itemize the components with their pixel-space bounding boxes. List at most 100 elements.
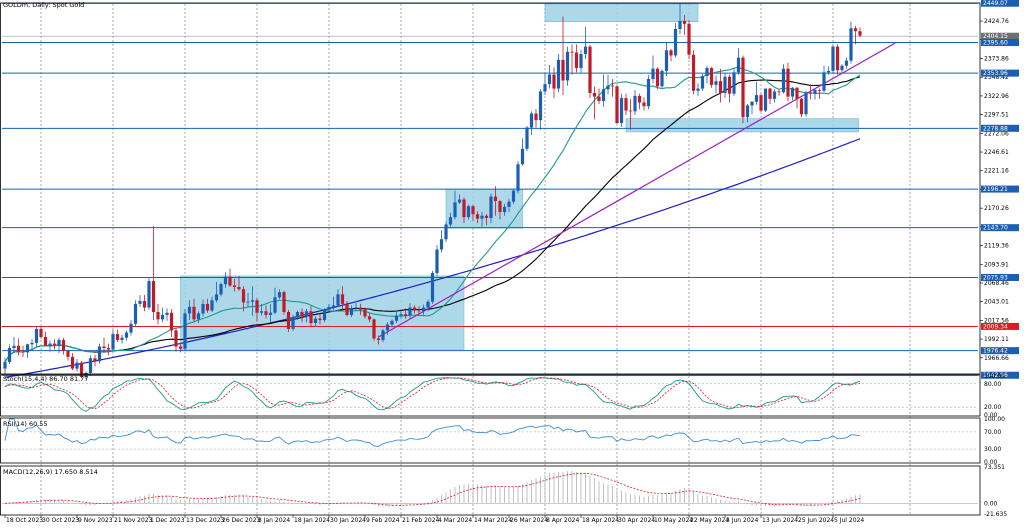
candle-body	[205, 303, 210, 311]
candle	[264, 305, 268, 319]
candle-body	[723, 76, 727, 93]
candle	[534, 109, 538, 128]
candle-body	[183, 313, 187, 349]
candle	[453, 190, 457, 220]
candle	[583, 26, 588, 60]
candle	[259, 303, 264, 316]
candle-body	[75, 362, 79, 369]
candle	[111, 329, 115, 352]
price-level-tag	[981, 224, 1019, 232]
candle-body	[678, 20, 682, 29]
candle	[718, 68, 723, 103]
candle-body	[529, 113, 534, 128]
candle	[606, 74, 610, 95]
candle	[268, 303, 273, 324]
candle-body	[790, 87, 795, 97]
candle-body	[543, 84, 547, 92]
candle-body	[295, 311, 300, 318]
price-level-label: 2395.60	[983, 40, 1008, 47]
candle	[538, 89, 543, 130]
candle	[799, 98, 804, 118]
date-tick-label: 8 Apr 2024	[546, 517, 579, 524]
candle	[601, 74, 606, 107]
candle-body	[174, 330, 178, 347]
candle	[561, 16, 565, 96]
candle-body	[786, 68, 790, 97]
candle	[358, 303, 363, 315]
candle	[520, 138, 525, 166]
candle	[313, 316, 318, 327]
candle-body	[633, 95, 637, 112]
candle-body	[673, 28, 678, 56]
candle-body	[241, 289, 246, 303]
candle-body	[732, 72, 736, 94]
candle-body	[565, 51, 570, 81]
candle	[759, 93, 763, 113]
date-tick-label: 21 Nov 2023	[114, 517, 153, 524]
candle-body	[682, 20, 687, 24]
candle-body	[655, 68, 660, 87]
candle	[822, 65, 826, 93]
candle-body	[358, 307, 363, 310]
date-tick-label: 9 Nov 2023	[78, 517, 113, 524]
candle-body	[273, 297, 277, 313]
candle-body	[525, 127, 529, 149]
candle-body	[426, 301, 430, 308]
candle	[390, 319, 394, 328]
price-level-label: 1942.96	[983, 372, 1008, 379]
candle-body	[493, 196, 498, 201]
candle	[286, 309, 291, 332]
candle	[516, 161, 520, 194]
candle-body	[435, 249, 439, 274]
rsi-tick-label: 30.00	[984, 446, 1001, 453]
candle	[70, 353, 75, 371]
candle-body	[250, 300, 255, 302]
macd-label: MACD(12,26,9) 17.650 8.514	[3, 468, 98, 476]
candle-body	[763, 88, 768, 111]
candle	[201, 299, 205, 317]
candle-body	[664, 50, 669, 71]
candle-body	[111, 334, 115, 350]
candle	[826, 66, 831, 75]
candle-body	[718, 81, 723, 93]
candle	[277, 289, 282, 300]
stoch-k-line	[4, 376, 861, 412]
date-tick-label: 18 Oct 2023	[6, 517, 43, 524]
price-tick-label: 2272.06	[984, 130, 1009, 137]
candle-body	[169, 312, 174, 331]
candle	[426, 299, 430, 312]
candle	[669, 48, 673, 62]
candle-body	[768, 88, 772, 99]
candle-body	[547, 74, 552, 85]
candle	[574, 44, 579, 73]
candle-body	[327, 306, 331, 310]
candle	[417, 306, 421, 315]
candle	[331, 296, 336, 310]
candle	[196, 311, 201, 324]
price-tick-label: 2246.61	[984, 149, 1009, 156]
candle-body	[538, 91, 543, 121]
candle	[709, 67, 714, 88]
candle	[642, 97, 646, 111]
candle-body	[583, 46, 588, 54]
candle	[349, 305, 354, 318]
candle	[462, 197, 466, 224]
candle	[304, 309, 309, 323]
candle-body	[799, 98, 804, 115]
candle	[849, 21, 853, 64]
candle	[273, 287, 277, 315]
candle	[133, 300, 138, 326]
date-tick-label: 3 Jun 2024	[726, 517, 758, 524]
candle-body	[277, 292, 282, 298]
candle-body	[471, 206, 475, 215]
candle	[579, 49, 583, 74]
date-tick-label: 30 Apr 2024	[618, 517, 655, 524]
candle	[687, 20, 691, 60]
candle	[543, 73, 547, 96]
date-tick-label: 26 Dec 2023	[222, 517, 261, 524]
candle	[322, 308, 327, 323]
candle	[246, 292, 250, 308]
candle	[66, 349, 70, 361]
candle-body	[120, 337, 124, 340]
